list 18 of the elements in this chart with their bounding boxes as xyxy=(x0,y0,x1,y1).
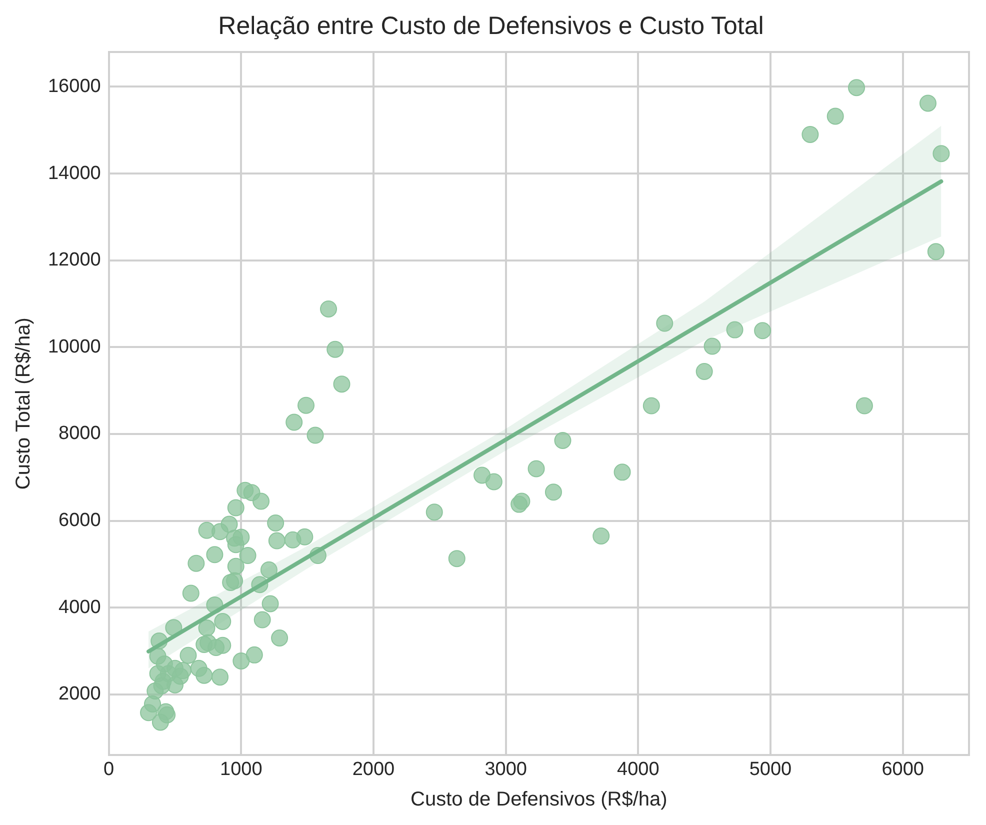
x-tick-label: 5000 xyxy=(749,758,792,780)
y-axis-title: Custo Total (R$/ha) xyxy=(12,318,35,490)
y-tick-label: 8000 xyxy=(58,423,101,444)
x-tick-label: 2000 xyxy=(352,758,395,780)
y-tick-label: 4000 xyxy=(58,596,101,618)
x-tick-label: 1000 xyxy=(220,758,262,780)
y-tick-label: 16000 xyxy=(48,76,101,97)
chart-title: Relação entre Custo de Defensivos e Custo Total xyxy=(218,12,764,40)
y-tick-label: 14000 xyxy=(48,162,101,184)
x-axis-title: Custo de Defensivos (R$/ha) xyxy=(410,788,668,811)
x-tick-label: 3000 xyxy=(484,758,527,780)
y-tick-label: 12000 xyxy=(48,250,101,271)
y-tick-label: 6000 xyxy=(58,510,101,532)
y-tick-label: 10000 xyxy=(48,336,101,358)
x-tick-label: 0 xyxy=(104,758,114,780)
x-tick-label: 6000 xyxy=(882,758,924,780)
x-tick-label: 4000 xyxy=(617,758,660,780)
y-tick-label: 2000 xyxy=(58,684,101,705)
